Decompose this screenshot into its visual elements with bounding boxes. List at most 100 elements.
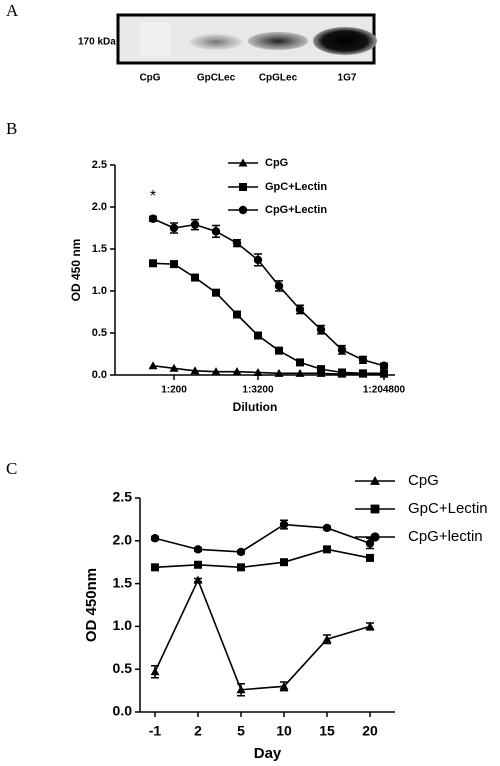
- y-axis-title: OD 450nm: [83, 568, 100, 642]
- lane-label: GpCLec: [197, 73, 236, 84]
- legend-marker: [238, 205, 248, 215]
- x-tick-label: -1: [149, 723, 162, 739]
- blot-band: [190, 34, 242, 50]
- legend-label: CpG: [265, 157, 288, 169]
- point: [317, 365, 325, 374]
- point: [150, 667, 160, 676]
- point: [232, 367, 242, 376]
- point: [253, 367, 263, 376]
- lane-label: CpG: [139, 73, 160, 84]
- y-tick-label: 2.5: [113, 489, 133, 505]
- point: [323, 545, 331, 554]
- point: [296, 358, 304, 367]
- point: [365, 539, 375, 548]
- point: [169, 363, 179, 372]
- point: [194, 560, 202, 569]
- point: [358, 355, 368, 365]
- point: [253, 255, 263, 265]
- point: [148, 361, 158, 370]
- legend-marker: [370, 476, 380, 485]
- point: [150, 534, 160, 543]
- y-tick-label: 1.0: [92, 285, 107, 297]
- point: [279, 520, 289, 529]
- y-tick-label: 2.0: [92, 201, 107, 213]
- y-tick-label: 0.0: [92, 369, 107, 381]
- legend-label: CpG+Lectin: [265, 204, 327, 216]
- blot-band: [248, 32, 308, 50]
- point: [151, 563, 159, 572]
- x-tick-label: 15: [319, 723, 335, 739]
- point: [236, 685, 246, 694]
- point: [295, 305, 305, 314]
- y-tick-label: 1.5: [113, 574, 133, 590]
- point: [170, 260, 178, 269]
- legend-marker: [238, 158, 248, 167]
- x-tick-label: 1:200: [161, 385, 187, 396]
- x-tick-label: 5: [237, 723, 245, 739]
- point: [169, 223, 179, 233]
- blot-band: [313, 27, 377, 55]
- legend-label: CpG+lectin: [408, 528, 483, 545]
- point: [190, 366, 200, 375]
- legend-label: CpG: [408, 472, 439, 489]
- x-tick-label: 2: [194, 723, 202, 739]
- series-line: [154, 523, 371, 553]
- x-axis-title: Day: [254, 745, 282, 762]
- point: [365, 621, 375, 630]
- panel-label: B: [6, 119, 17, 138]
- point: [322, 634, 332, 643]
- panel-label: C: [6, 459, 17, 478]
- point: [338, 368, 346, 377]
- annotation: *: [150, 188, 156, 205]
- x-axis-title: Dilution: [233, 400, 278, 414]
- y-tick-label: 2.0: [113, 532, 133, 548]
- y-tick-label: 0.5: [92, 327, 107, 339]
- point: [322, 523, 332, 533]
- point: [193, 545, 203, 554]
- point: [191, 273, 199, 282]
- point: [337, 345, 347, 354]
- lane-label: CpGLec: [259, 73, 298, 84]
- point: [211, 367, 221, 376]
- marker-label: 170 kDa: [78, 37, 116, 48]
- x-tick-label: 1:3200: [242, 385, 274, 396]
- point: [212, 288, 220, 297]
- x-tick-label: 1:204800: [363, 385, 406, 396]
- y-tick-label: 1.0: [113, 617, 133, 633]
- legend-marker: [239, 183, 247, 191]
- point: [237, 563, 245, 572]
- x-tick-label: 10: [276, 723, 292, 739]
- series-line: [154, 578, 371, 691]
- point: [274, 368, 284, 377]
- point: [190, 220, 200, 229]
- point: [211, 227, 221, 236]
- point: [233, 310, 241, 319]
- blot-lane: [140, 22, 170, 56]
- y-tick-label: 0.0: [113, 703, 133, 719]
- point: [359, 369, 367, 378]
- y-tick-label: 1.5: [92, 243, 107, 255]
- x-tick-label: 20: [362, 723, 378, 739]
- point: [275, 346, 283, 355]
- series-line: [152, 262, 384, 375]
- point: [193, 575, 203, 584]
- legend-label: GpC+Lectin: [265, 181, 327, 193]
- point: [366, 553, 374, 562]
- point: [148, 214, 158, 223]
- legend-marker: [370, 532, 380, 542]
- panel-label: A: [6, 1, 19, 20]
- legend-label: GpC+Lectin: [408, 500, 488, 517]
- point: [280, 558, 288, 567]
- point: [379, 361, 389, 370]
- point: [236, 547, 246, 557]
- point: [279, 681, 289, 690]
- point: [232, 238, 242, 248]
- legend-marker: [370, 504, 380, 514]
- lane-label: 1G7: [338, 73, 357, 84]
- y-tick-label: 0.5: [113, 660, 133, 676]
- point: [380, 369, 388, 378]
- y-axis-title: OD 450 nm: [69, 239, 83, 302]
- point: [295, 368, 305, 377]
- point: [149, 259, 157, 268]
